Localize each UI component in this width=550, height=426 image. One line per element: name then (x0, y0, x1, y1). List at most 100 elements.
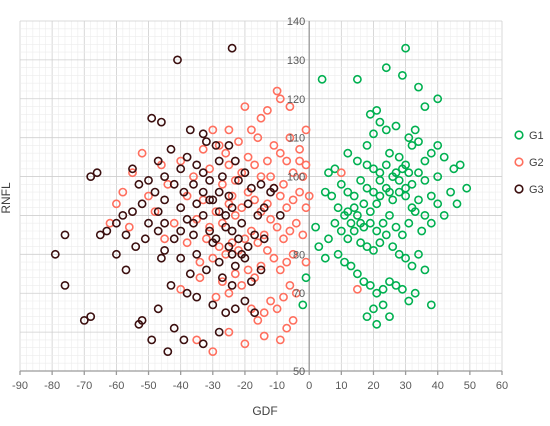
data-point (362, 242, 372, 251)
data-point (381, 160, 391, 170)
data-point (259, 203, 269, 213)
data-point (160, 218, 169, 228)
data-point (391, 168, 401, 178)
y-tick-label: 140 (287, 16, 305, 28)
x-tick-label: 0 (306, 380, 312, 392)
data-point (327, 191, 337, 201)
data-point (192, 249, 202, 259)
x-tick-label: -50 (141, 380, 157, 392)
data-point (275, 210, 285, 220)
data-point (224, 288, 234, 298)
data-point (246, 277, 256, 286)
data-point (169, 323, 179, 333)
data-point (362, 140, 372, 150)
axes (19, 21, 503, 375)
data-point (201, 137, 211, 146)
data-point (259, 234, 269, 244)
data-point (452, 199, 462, 209)
data-point (279, 179, 288, 189)
data-point (375, 238, 385, 248)
data-point (401, 43, 410, 53)
legend-marker (514, 157, 524, 167)
data-point (359, 277, 369, 286)
data-point (410, 125, 420, 135)
data-point (262, 106, 272, 115)
data-point (137, 199, 147, 209)
data-point (240, 339, 250, 349)
data-point (343, 207, 353, 216)
data-point (160, 172, 169, 181)
data-point (288, 249, 298, 259)
data-point (198, 168, 208, 178)
data-point (128, 164, 137, 174)
data-point (311, 222, 320, 232)
data-point (150, 187, 160, 197)
data-point (407, 140, 417, 150)
data-point (169, 234, 179, 244)
data-point (401, 191, 410, 201)
data-point (240, 102, 250, 111)
data-point (349, 226, 359, 236)
grid (19, 20, 503, 372)
data-point (79, 315, 89, 325)
data-point (298, 172, 308, 181)
data-point (227, 191, 237, 201)
data-point (279, 234, 288, 244)
data-point (198, 339, 208, 349)
data-point (224, 125, 234, 135)
data-point (192, 160, 202, 170)
data-point (224, 191, 234, 201)
data-point (86, 312, 96, 321)
data-point (208, 300, 218, 310)
data-point (153, 207, 163, 216)
data-point (234, 175, 243, 185)
data-point (214, 156, 224, 166)
data-point (227, 249, 237, 259)
data-point (160, 245, 169, 255)
series-g1 (298, 43, 472, 329)
data-point (275, 148, 285, 158)
data-point (272, 304, 282, 314)
data-point (282, 203, 292, 213)
data-point (205, 175, 214, 185)
data-point (169, 179, 179, 189)
data-point (365, 109, 375, 119)
data-point (102, 226, 112, 236)
data-point (112, 249, 121, 259)
data-point (211, 207, 221, 216)
data-point (208, 347, 218, 356)
data-point (282, 323, 292, 333)
data-point (269, 253, 279, 263)
data-point (234, 137, 243, 146)
data-point (92, 168, 102, 178)
data-point (343, 187, 353, 197)
data-point (230, 269, 240, 279)
data-point (298, 230, 308, 240)
data-point (397, 230, 407, 240)
data-point (266, 172, 275, 181)
data-point (189, 218, 198, 228)
data-point (352, 156, 362, 166)
data-point (291, 218, 301, 228)
tick-labels: -90 -80 -70 -60 -50 -40 -30 -20 -10 0 10 20 30 40 50 60… (12, 16, 508, 392)
data-point (414, 195, 423, 205)
data-point (394, 187, 404, 197)
data-point (375, 117, 385, 127)
data-point (214, 187, 224, 197)
series-g3 (50, 43, 285, 356)
data-point (362, 183, 372, 193)
legend-marker (514, 184, 524, 194)
legend-label: G3 (529, 184, 544, 196)
data-point (295, 156, 304, 166)
data-point (343, 148, 353, 158)
legend: G1 G2 G3 (514, 130, 544, 196)
data-point (214, 207, 224, 216)
data-point (330, 218, 340, 228)
data-point (227, 280, 237, 290)
data-point (214, 327, 224, 337)
data-point (439, 210, 449, 220)
data-point (381, 63, 391, 73)
data-point (208, 253, 218, 263)
data-point (140, 234, 150, 244)
data-point (378, 300, 388, 310)
